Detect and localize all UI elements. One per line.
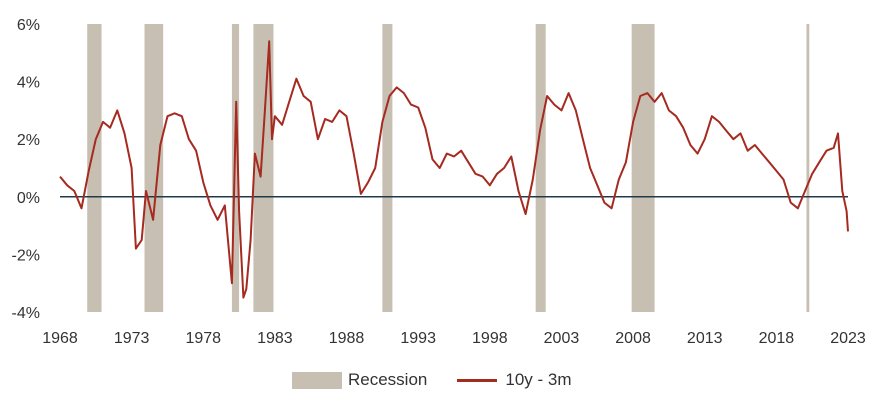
x-tick-label: 1973 (114, 330, 150, 347)
series-line-spread (59, 40, 849, 299)
x-axis-ticks: 1968 1973 1978 1983 1988 1993 1998 2003 2008 2013… (42, 330, 866, 347)
x-tick-label: 1983 (257, 330, 293, 347)
x-tick-label: 2008 (615, 330, 651, 347)
y-axis-ticks: -4% -2% 0% 2% 4% 6% (12, 17, 40, 322)
y-tick-label: 0% (17, 190, 40, 207)
legend-spread-label: 10y - 3m (505, 370, 572, 389)
x-tick-label: 1998 (472, 330, 508, 347)
legend-item-spread: 10y - 3m (457, 370, 572, 390)
x-tick-label: 1968 (42, 330, 78, 347)
legend: Recession 10y - 3m (292, 370, 602, 390)
recession-band-7 (806, 24, 810, 312)
y-tick-label: 6% (17, 17, 40, 34)
y-tick-label: 4% (17, 75, 40, 92)
x-tick-label: 1988 (329, 330, 365, 347)
recession-bands (87, 24, 810, 312)
legend-item-recession: Recession (292, 370, 427, 390)
x-tick-label: 1978 (185, 330, 221, 347)
x-tick-label: 2003 (544, 330, 580, 347)
recession-band-6 (631, 24, 655, 312)
x-tick-label: 2013 (687, 330, 723, 347)
series-layer (59, 40, 849, 299)
y-tick-label: -2% (12, 247, 40, 264)
recession-band-1 (144, 24, 164, 312)
legend-recession-label: Recession (348, 370, 428, 389)
y-tick-label: -4% (12, 305, 40, 322)
x-tick-label: 2018 (759, 330, 795, 347)
recession-band-3 (253, 24, 274, 312)
y-tick-label: 2% (17, 132, 40, 149)
recession-band-4 (382, 24, 393, 312)
x-tick-label: 1993 (400, 330, 436, 347)
recession-swatch (292, 371, 342, 389)
recession-band-5 (535, 24, 546, 312)
x-tick-label: 2023 (830, 330, 866, 347)
recession-band-0 (87, 24, 102, 312)
spread-line-swatch (457, 378, 498, 382)
